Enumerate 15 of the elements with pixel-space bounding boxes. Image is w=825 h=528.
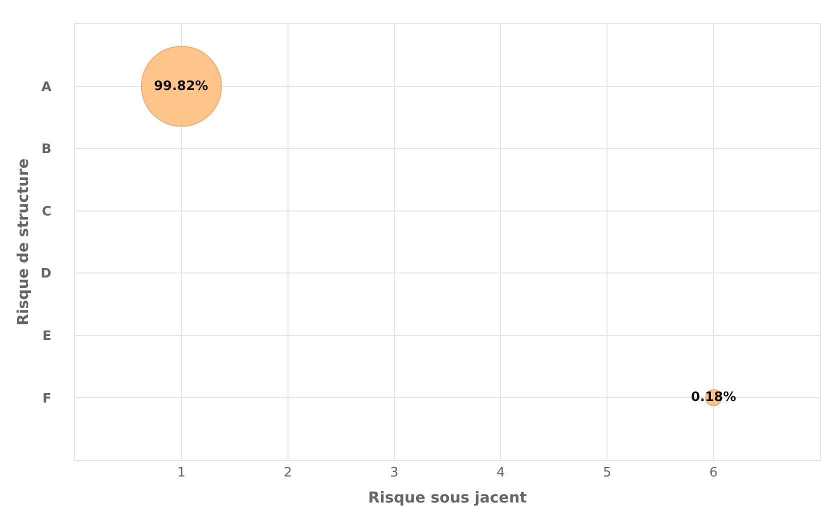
y-tick-label: F [42, 391, 52, 406]
y-tick-label: A [41, 80, 52, 95]
x-tick-label: 2 [284, 466, 292, 481]
x-tick-label: 6 [709, 466, 718, 481]
x-tick-label: 1 [177, 466, 186, 481]
y-axis-title: Risque de structure [14, 158, 32, 326]
x-axis-title: Risque sous jacent [368, 488, 527, 507]
annotation: 99.82% [154, 79, 208, 94]
x-tick-label: 3 [390, 466, 398, 481]
y-tick-label: E [42, 328, 52, 344]
y-tick-label: D [40, 266, 52, 282]
x-tick-label: 5 [603, 466, 612, 481]
y-tick-label: B [41, 142, 52, 158]
y-tick-label: C [42, 204, 52, 220]
x-tick-label: 4 [496, 466, 505, 481]
